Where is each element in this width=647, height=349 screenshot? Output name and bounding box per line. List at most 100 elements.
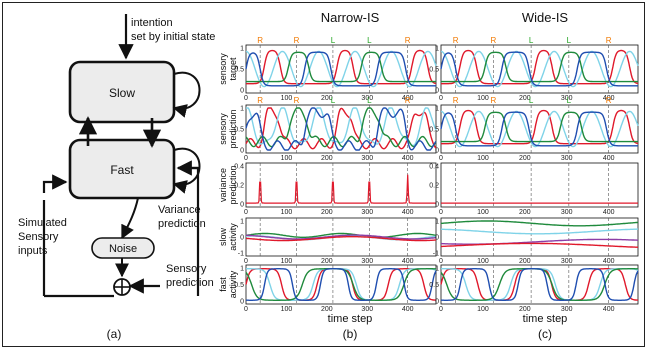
y-tick-label: 0.5 [429,127,439,134]
y-tick-label: 0.2 [234,183,244,190]
x-tick-label: 400 [402,209,414,216]
x-tick-label: 100 [281,155,293,162]
variance-prediction-label-2: prediction [158,218,206,230]
simulated-label-1: Simulated [18,217,67,229]
event-marker-R: R [606,96,612,105]
y-tick-label: 1 [435,219,439,226]
event-marker-L: L [331,96,336,105]
x-tick-label: 400 [603,306,615,313]
y-tick-label: 0 [435,88,439,95]
event-marker-R: R [491,36,497,45]
y-tick-label: 0 [240,235,244,242]
noise-label: Noise [109,243,137,255]
y-tick-label: 0.5 [429,67,439,74]
svg-text:slow: slow [218,228,228,247]
panel-label-b: (b) [343,327,358,341]
y-tick-label: -1 [238,251,244,258]
row-label-3-0: slow activity [218,223,238,251]
y-tick-label: 0 [240,148,244,155]
x-tick-label: 400 [603,258,615,265]
x-tick-label: 300 [561,209,573,216]
x-tick-label: 100 [477,258,489,265]
svg-text:fast: fast [218,277,228,292]
x-tick-label: 100 [281,258,293,265]
event-marker-L: L [567,36,572,45]
fast-block-label: Fast [110,163,134,177]
y-tick-label: 1 [240,219,244,226]
y-tick-label: 0.5 [429,282,439,289]
x-tick-label: 100 [477,95,489,102]
event-marker-L: L [331,36,336,45]
y-tick-label: 1 [435,46,439,53]
y-tick-label: 0.2 [429,183,439,190]
sensory-prediction-label-2: prediction [166,277,214,289]
x-tick-label: 400 [402,155,414,162]
sensory-prediction-label-1: Sensory [166,263,207,275]
x-tick-label: 200 [519,155,531,162]
y-tick-label: 0.5 [234,67,244,74]
slow-recurrent-arrow [174,73,200,109]
event-marker-R: R [606,36,612,45]
plot-narrow-row-1: 10.500 100 200 300 400R R L L R [234,96,436,162]
intention-label-line2: set by initial state [131,31,215,43]
event-marker-L: L [367,96,372,105]
x-tick-label: 300 [561,306,573,313]
xlabel-wide: time step [523,313,568,325]
event-marker-L: L [529,36,534,45]
input-arrow [44,182,66,193]
x-tick-label: 200 [321,155,333,162]
y-tick-label: 0.5 [234,127,244,134]
x-tick-label: 300 [361,306,373,313]
y-tick-label: 0.5 [234,282,244,289]
slow-block-label: Slow [109,86,135,100]
x-tick-label: 300 [361,155,373,162]
x-tick-label: 200 [321,258,333,265]
x-tick-label: 0 [439,306,443,313]
y-tick-label: 1 [435,266,439,273]
plot-wide-row-3: 10-10 100 200 300 400 [433,218,638,265]
event-marker-R: R [405,36,411,45]
variance-arrow [122,198,138,238]
x-tick-label: 100 [281,95,293,102]
x-tick-label: 0 [244,95,248,102]
event-marker-R: R [257,36,263,45]
x-tick-label: 100 [477,306,489,313]
plot-wide-row-2: 0.40.200 100 200 300 400 [429,163,638,216]
variance-prediction-label-1: Variance [158,204,201,216]
x-tick-label: 0 [439,95,443,102]
y-tick-label: 0 [240,88,244,95]
time-series-plots: sensorytargetsensorytargetsensorypredict… [218,36,638,313]
x-tick-label: 400 [402,258,414,265]
x-tick-label: 0 [439,209,443,216]
x-tick-label: 100 [477,155,489,162]
x-tick-label: 100 [281,306,293,313]
event-marker-L: L [529,96,534,105]
x-tick-label: 0 [439,258,443,265]
svg-text:activity: activity [228,223,238,251]
x-tick-label: 200 [321,209,333,216]
svg-text:sensory: sensory [218,113,228,145]
event-marker-R: R [257,96,263,105]
x-tick-label: 0 [244,306,248,313]
x-tick-label: 200 [519,258,531,265]
xlabel-narrow: time step [328,313,373,325]
x-tick-label: 300 [361,258,373,265]
x-tick-label: 300 [561,155,573,162]
event-marker-R: R [491,96,497,105]
x-tick-label: 200 [519,209,531,216]
y-tick-label: 0 [435,235,439,242]
y-tick-label: 0 [240,299,244,306]
x-tick-label: 300 [361,209,373,216]
x-tick-label: 100 [477,209,489,216]
x-tick-label: 0 [244,209,248,216]
y-tick-label: 0 [240,202,244,209]
x-tick-label: 400 [603,209,615,216]
x-tick-label: 0 [244,258,248,265]
y-tick-label: 1 [435,106,439,113]
simulated-label-2: Sensory [18,231,59,243]
event-marker-L: L [567,96,572,105]
